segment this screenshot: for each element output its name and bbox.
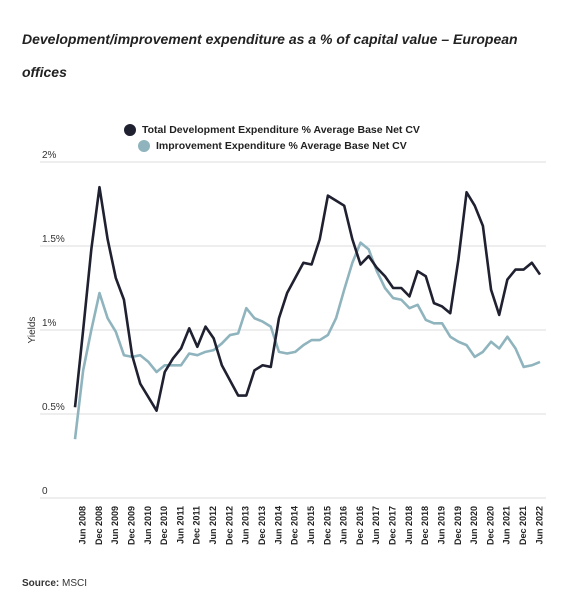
x-tick-label: Jun 2009 [110,506,120,545]
line-series [73,241,541,440]
x-tick-label: Jun 2021 [502,506,512,545]
legend-label: Total Development Expenditure % Average … [142,124,420,136]
y-axis-label: Yields [27,317,38,344]
legend-marker [124,124,136,136]
x-tick-label: Jun 2013 [241,506,251,545]
y-tick-label: 0 [42,486,48,497]
x-tick-label: Dec 2016 [355,506,365,545]
line-series [73,185,542,412]
x-tick-label: Dec 2020 [485,506,495,545]
x-tick-label: Jun 2022 [534,506,544,545]
x-tick-label: Dec 2010 [159,506,169,545]
x-tick-label: Dec 2018 [420,506,430,545]
x-tick-label: Dec 2015 [322,506,332,545]
x-tick-label: Jun 2008 [78,506,88,545]
x-tick-label: Jun 2016 [339,506,349,545]
x-tick-label: Jun 2019 [436,506,446,545]
x-tick-label: Dec 2009 [126,506,136,545]
x-tick-label: Jun 2017 [371,506,381,545]
x-tick-label: Jun 2011 [175,506,185,544]
x-tick-label: Jun 2012 [208,506,218,545]
x-tick-label: Jun 2018 [404,506,414,545]
x-tick-label: Jun 2014 [273,506,283,545]
y-tick-label: 0.5% [42,402,65,413]
source-label: Source: [22,578,59,589]
x-tick-label: Dec 2012 [224,506,234,545]
x-tick-label: Jun 2010 [143,506,153,545]
legend-label: Improvement Expenditure % Average Base N… [156,140,407,152]
x-tick-label: Dec 2011 [192,506,202,545]
x-tick-label: Jun 2015 [306,506,316,545]
x-tick-label: Dec 2008 [94,506,104,545]
y-tick-label: 1% [42,318,57,329]
x-tick-label: Dec 2019 [453,506,463,545]
x-tick-label: Dec 2017 [388,506,398,545]
chart-title: Development/improvement expenditure as a… [22,31,518,80]
y-tick-label: 2% [42,150,57,161]
x-tick-label: Dec 2013 [257,506,267,545]
y-tick-label: 1.5% [42,234,65,245]
legend-marker [138,140,150,152]
x-tick-label: Dec 2021 [518,506,528,545]
source-text: Source: MSCI [22,578,87,589]
x-tick-label: Jun 2020 [469,506,479,545]
source: MSCI [62,578,87,589]
x-tick-label: Dec 2014 [290,506,300,545]
